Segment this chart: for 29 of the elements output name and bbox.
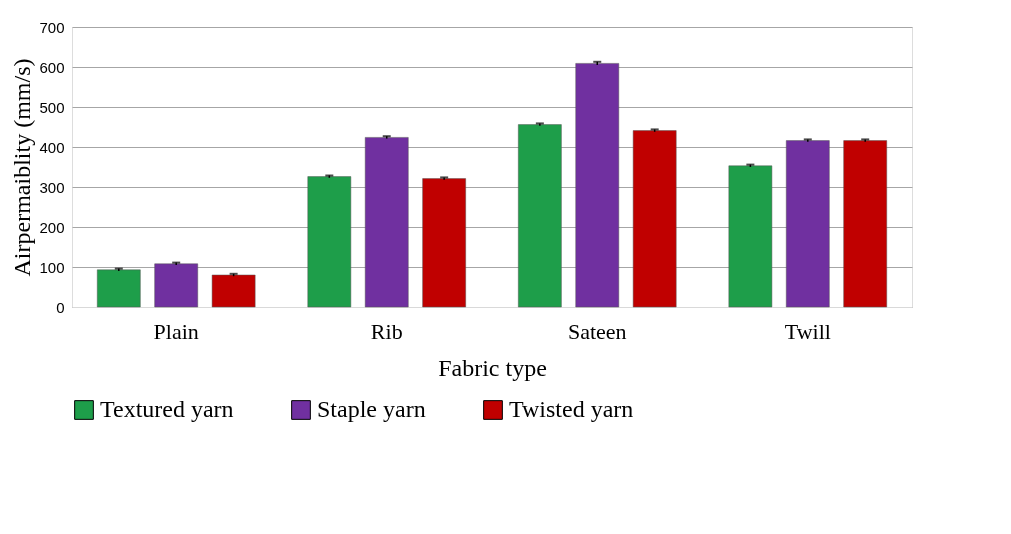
- y-tick-label: 700: [39, 18, 65, 36]
- y-tick-label: 100: [39, 258, 65, 276]
- bar: [211, 274, 256, 308]
- legend-label: Textured yarn: [100, 396, 234, 422]
- bar: [843, 140, 887, 308]
- bar: [154, 263, 198, 308]
- bar: [786, 140, 830, 308]
- bar: [518, 124, 562, 308]
- x-axis-title: Fabric type: [438, 354, 547, 381]
- legend-label: Twisted yarn: [509, 396, 634, 422]
- x-tick-label: Plain: [153, 318, 199, 344]
- y-axis-title: Airpermaiblity (mm/s): [9, 58, 36, 277]
- y-tick-label: 300: [39, 178, 65, 196]
- bar: [575, 63, 620, 308]
- bar: [422, 178, 466, 308]
- x-tick-label: Rib: [370, 318, 403, 344]
- y-tick-label: 600: [39, 58, 65, 76]
- legend-label: Staple yarn: [317, 396, 426, 422]
- bar: [307, 176, 352, 308]
- x-tick-label: Twill: [784, 318, 831, 344]
- y-tick-label: 200: [39, 218, 65, 236]
- bar: [97, 269, 141, 308]
- y-tick-label: 500: [39, 98, 65, 116]
- x-tick-label: Sateen: [567, 318, 627, 344]
- y-tick-label: 0: [56, 298, 65, 316]
- y-tick-label: 400: [39, 138, 65, 156]
- bar: [364, 137, 409, 308]
- bar: [728, 165, 773, 308]
- bar: [632, 130, 677, 308]
